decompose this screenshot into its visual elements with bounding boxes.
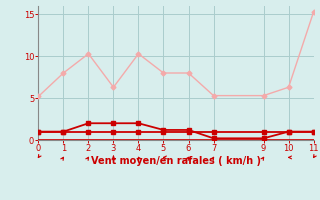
X-axis label: Vent moyen/en rafales ( km/h ): Vent moyen/en rafales ( km/h ) — [91, 156, 261, 166]
